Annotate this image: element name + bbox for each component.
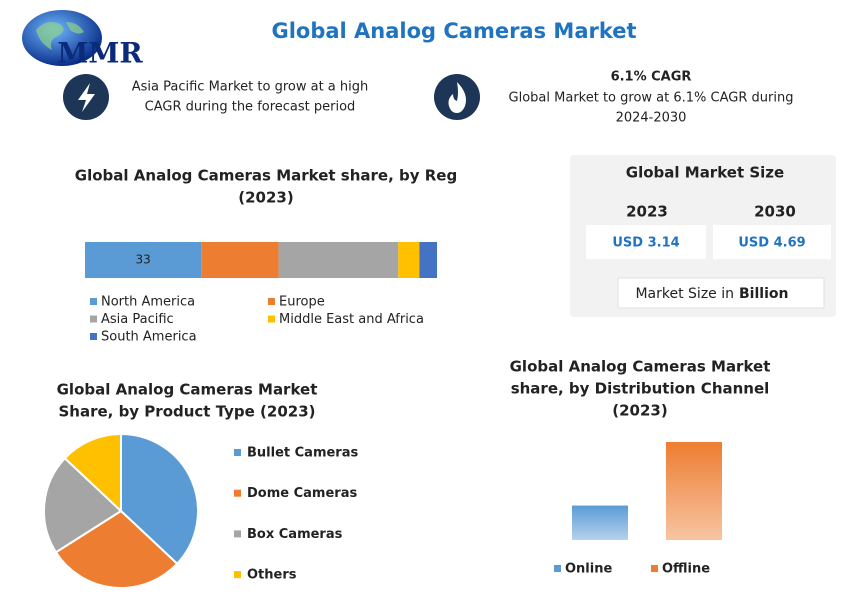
panel-title: Global Market Size	[626, 164, 784, 182]
legend-swatch	[90, 333, 97, 340]
bar-segment	[278, 242, 399, 278]
chart-title: (2023)	[238, 189, 293, 207]
page-title: Global Analog Cameras Market	[271, 19, 636, 43]
bar-segment	[398, 242, 420, 278]
legend-swatch	[234, 449, 241, 456]
market-value: USD 4.69	[738, 236, 805, 251]
chart-title: Global Analog Cameras Market share, by R…	[75, 167, 457, 185]
legend-swatch	[651, 565, 658, 572]
legend-label: Offline	[662, 562, 710, 577]
legend-swatch	[234, 571, 241, 579]
market-value: USD 3.14	[612, 236, 679, 251]
chart-title: Global Analog Cameras Market	[510, 358, 771, 376]
bar-segment	[419, 242, 437, 278]
legend-label: Europe	[279, 295, 325, 310]
note-bold: Billion	[739, 286, 788, 302]
logo-land	[36, 22, 84, 50]
pie-slice	[63, 432, 122, 514]
highlight-text: Asia Pacific Market to grow at a high	[132, 80, 369, 95]
legend-label: Dome Cameras	[247, 486, 357, 501]
legend-swatch	[234, 489, 241, 497]
value-box	[586, 225, 706, 259]
highlight-text: CAGR during the forecast period	[145, 100, 356, 115]
bar-segment	[201, 242, 279, 278]
legend-swatch	[554, 565, 561, 572]
legend-label: Asia Pacific	[101, 312, 174, 327]
icon-bolt	[78, 83, 95, 112]
legend-swatch	[268, 315, 275, 323]
note: Market Size in	[635, 286, 734, 302]
legend-swatch	[90, 315, 97, 323]
year: 2023	[626, 203, 668, 221]
logo: MMR	[22, 10, 143, 70]
highlight-text: Global Market to grow at 6.1% CAGR durin…	[509, 91, 794, 106]
logo-globe	[22, 10, 102, 66]
pie-slice	[120, 432, 199, 566]
bar-segment	[85, 242, 202, 278]
data-label: 33	[135, 253, 150, 267]
legend-swatch	[268, 298, 275, 305]
bar	[572, 505, 628, 540]
legend-label: Bullet Cameras	[247, 446, 358, 461]
legend-label: South America	[101, 330, 197, 345]
icon-flame	[448, 82, 466, 113]
chart-title: share, by Distribution Channel	[511, 380, 770, 398]
legend-label: Online	[565, 562, 612, 577]
logo-text: MMR	[57, 37, 143, 70]
legend-label: North America	[101, 295, 195, 310]
highlight-text: 2024-2030	[616, 111, 687, 126]
chart-title: (2023)	[612, 402, 667, 420]
bar	[666, 442, 722, 540]
year: 2030	[754, 203, 796, 221]
chart-title: Global Analog Cameras Market	[57, 381, 318, 399]
value-box	[713, 225, 831, 259]
pie-slice	[43, 456, 123, 554]
note-box	[617, 277, 825, 309]
icon-flame-bg	[434, 74, 480, 120]
legend-swatch	[90, 298, 97, 305]
legend-label: Others	[247, 568, 297, 583]
chart-title: Share, by Product Type (2023)	[58, 403, 315, 421]
highlight-heading: 6.1% CAGR	[611, 70, 692, 85]
pie-slice	[54, 509, 179, 589]
market-size-panel: Global Market Size 2023 2030 USD 3.14 US…	[570, 155, 836, 317]
legend-swatch	[234, 530, 241, 538]
legend-label: Middle East and Africa	[279, 312, 424, 327]
legend-label: Box Cameras	[247, 527, 343, 542]
